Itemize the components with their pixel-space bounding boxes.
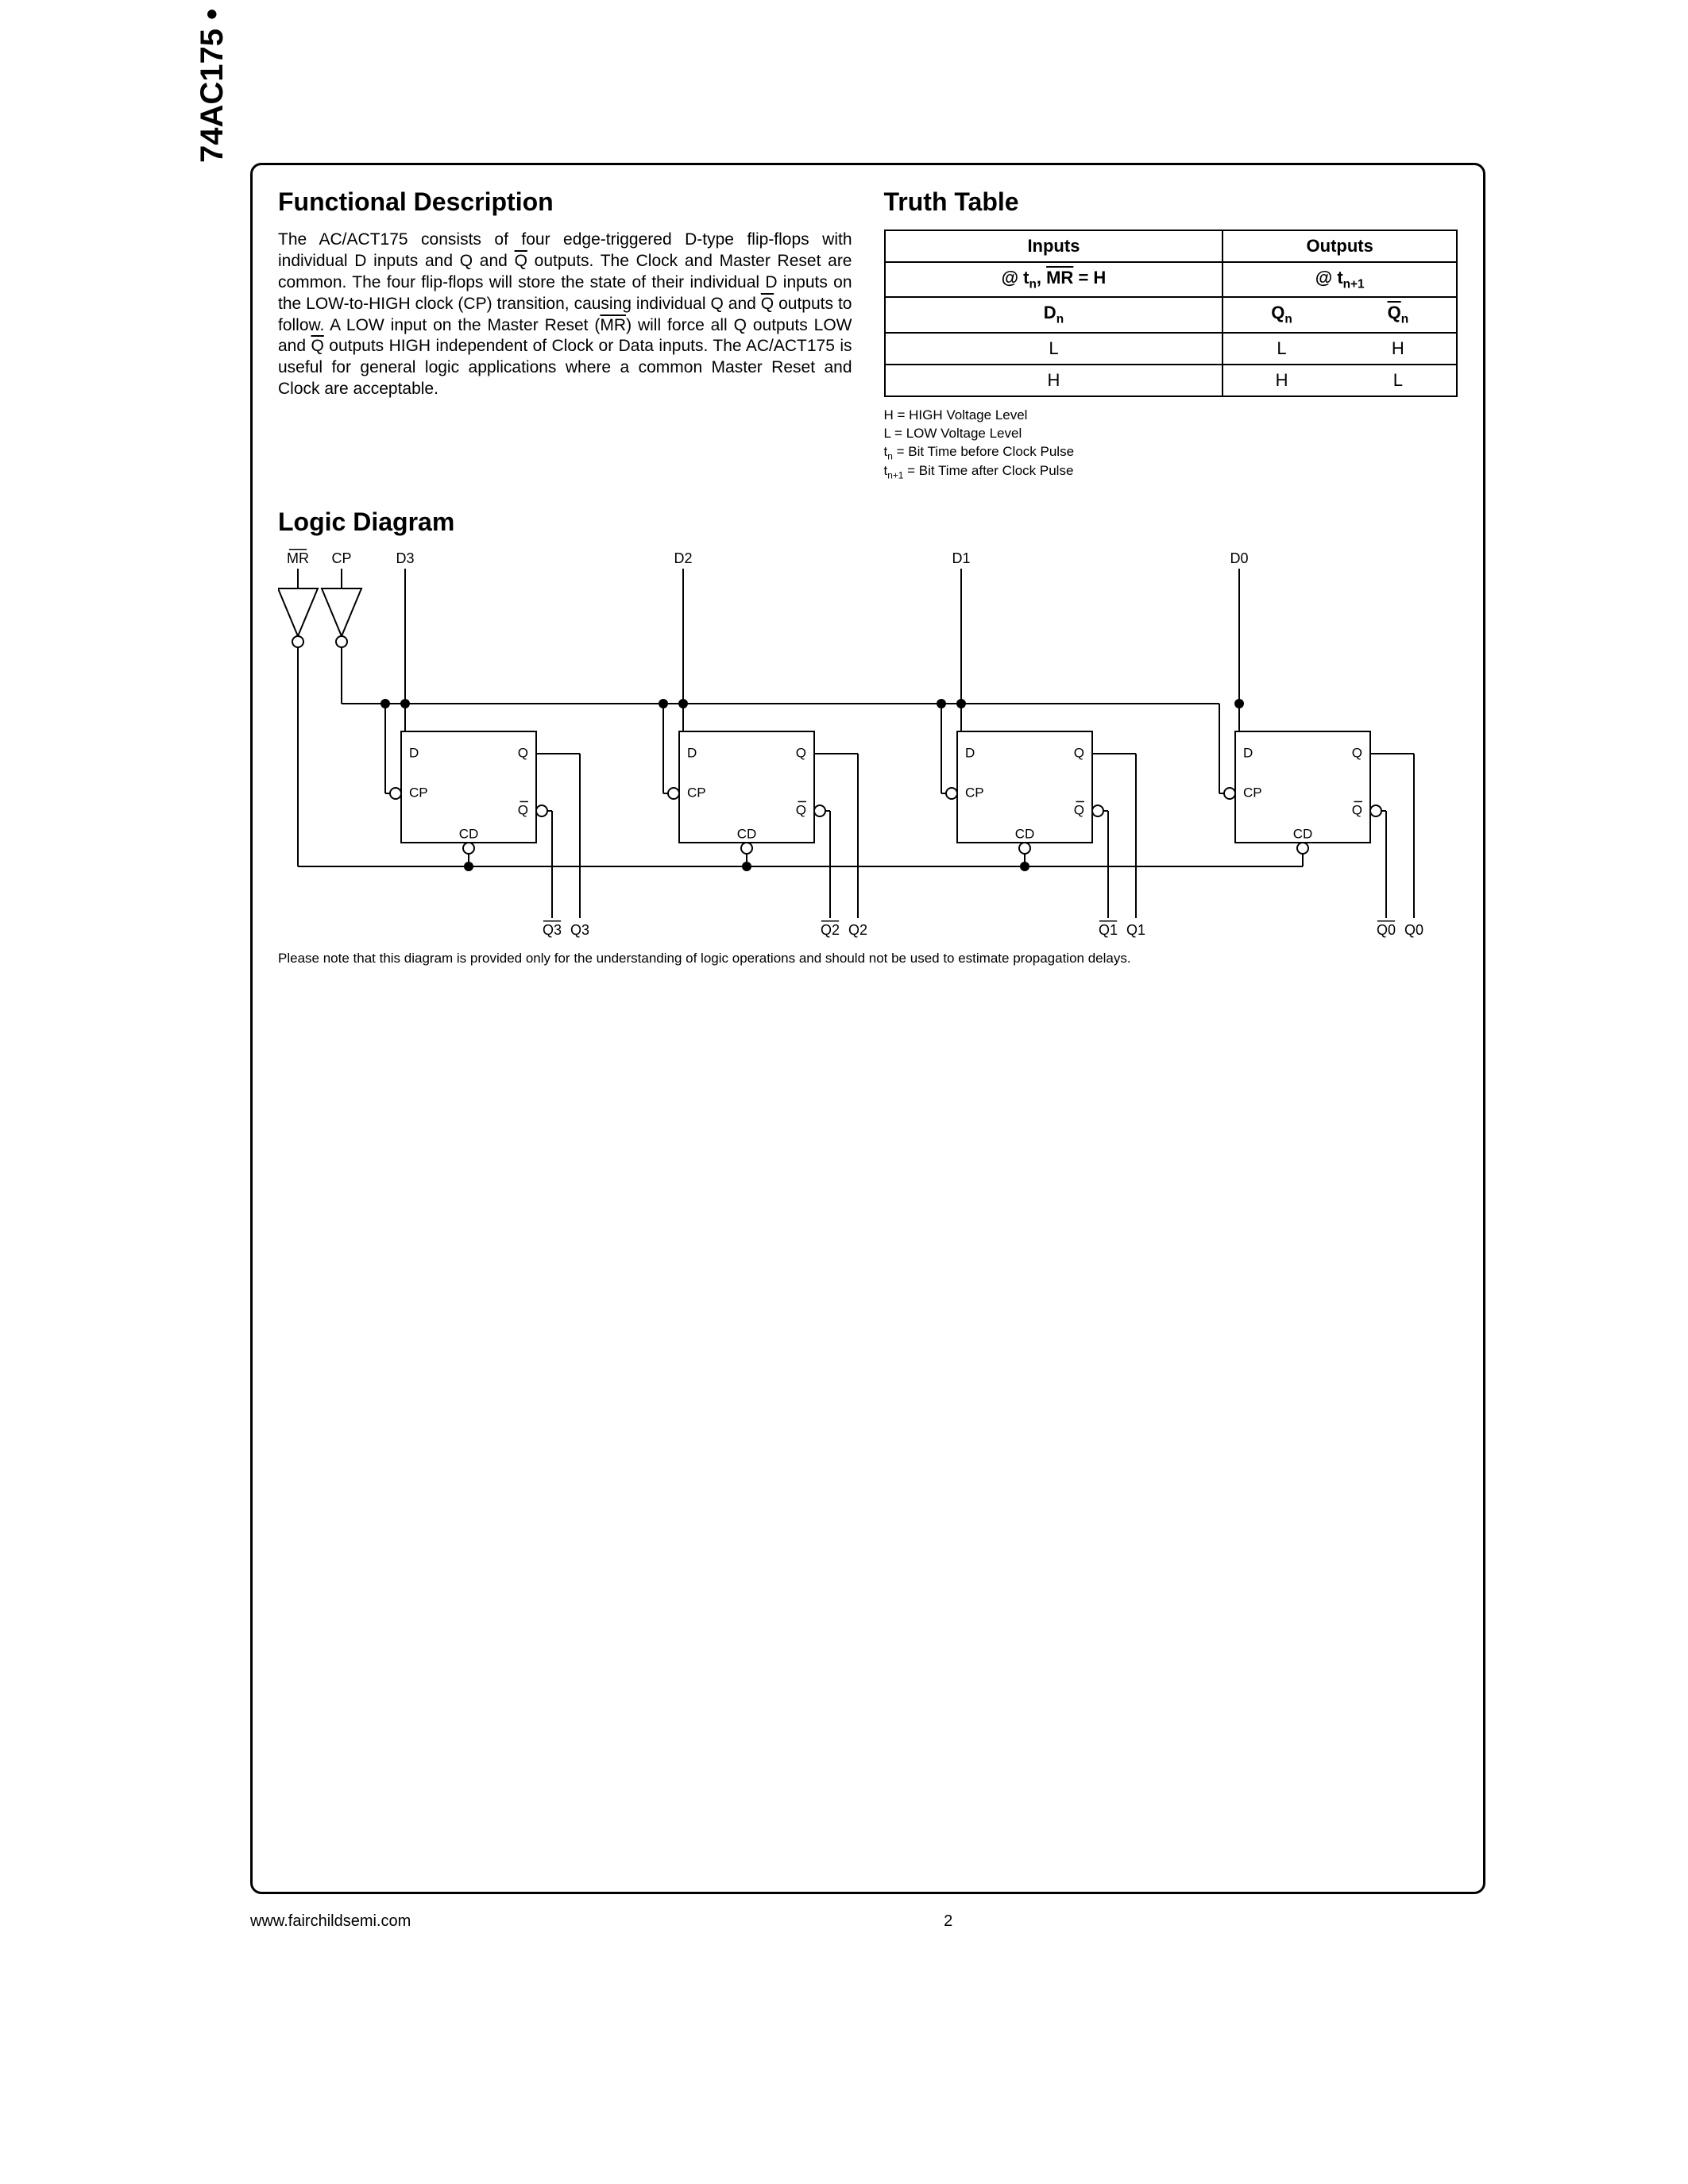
svg-text:D: D — [1243, 745, 1253, 760]
table-row: L L H — [885, 333, 1458, 365]
svg-text:Q: Q — [1074, 745, 1084, 760]
truth-table-section: Truth Table Inputs Outputs @ tn, MR = H … — [884, 187, 1458, 482]
svg-text:CP: CP — [687, 785, 706, 800]
svg-text:D0: D0 — [1230, 550, 1248, 565]
functional-description-section: Functional Description The AC/ACT175 con… — [278, 187, 852, 482]
truth-col-dn: Dn — [885, 297, 1223, 332]
truth-table-heading: Truth Table — [884, 187, 1458, 217]
side-part-label: 74AC175 • 74ACT175 — [195, 0, 230, 163]
svg-text:Q1: Q1 — [1126, 921, 1145, 937]
truth-super-outputs: Outputs — [1223, 230, 1457, 262]
logic-diagram-note: Please note that this diagram is provide… — [278, 951, 1458, 967]
footer-url: www.fairchildsemi.com — [250, 1912, 411, 1931]
svg-text:CP: CP — [965, 785, 984, 800]
svg-text:D3: D3 — [396, 550, 414, 565]
truth-col-qn: Qn — [1223, 297, 1339, 332]
svg-text:D: D — [409, 745, 419, 760]
svg-text:CD: CD — [1015, 826, 1035, 841]
truth-table-legend: H = HIGH Voltage LevelL = LOW Voltage Le… — [884, 407, 1458, 482]
truth-sub-outputs: @ tn+1 — [1223, 262, 1457, 297]
svg-text:D: D — [965, 745, 975, 760]
svg-text:D2: D2 — [674, 550, 692, 565]
svg-text:Q0: Q0 — [1377, 921, 1396, 937]
table-row: H H L — [885, 365, 1458, 396]
logic-diagram-heading: Logic Diagram — [278, 507, 1458, 537]
page-content: Functional Description The AC/ACT175 con… — [250, 163, 1489, 1894]
truth-col-qbarn: Qn — [1340, 297, 1457, 332]
svg-text:Q: Q — [796, 802, 806, 817]
svg-text:CP: CP — [1243, 785, 1262, 800]
truth-super-inputs: Inputs — [885, 230, 1223, 262]
truth-sub-inputs: @ tn, MR = H — [885, 262, 1223, 297]
svg-text:CP: CP — [331, 550, 351, 565]
logic-diagram-svg: MR CP D3 D CP Q Q CD Q3 Q3 D2 D CP Q Q CD Q2 Q2 D1 D CP Q Q CD Q… — [278, 545, 1462, 942]
svg-text:Q1: Q1 — [1099, 921, 1118, 937]
svg-text:Q3: Q3 — [543, 921, 562, 937]
functional-description-heading: Functional Description — [278, 187, 852, 217]
svg-text:D: D — [687, 745, 697, 760]
svg-text:Q: Q — [1352, 802, 1362, 817]
svg-text:MR: MR — [287, 550, 309, 565]
content-frame: Functional Description The AC/ACT175 con… — [250, 163, 1485, 1894]
truth-table: Inputs Outputs @ tn, MR = H @ tn+1 Dn Qn… — [884, 230, 1458, 397]
svg-text:CP: CP — [409, 785, 428, 800]
svg-text:CD: CD — [459, 826, 479, 841]
svg-text:Q: Q — [518, 745, 528, 760]
svg-text:D1: D1 — [952, 550, 970, 565]
svg-text:CD: CD — [737, 826, 757, 841]
svg-text:Q: Q — [796, 745, 806, 760]
svg-text:Q: Q — [1352, 745, 1362, 760]
svg-text:Q2: Q2 — [848, 921, 867, 937]
page-footer: www.fairchildsemi.com 2 — [250, 1912, 1485, 1931]
svg-text:Q: Q — [1074, 802, 1084, 817]
svg-text:Q0: Q0 — [1404, 921, 1423, 937]
footer-page-number: 2 — [250, 1912, 1485, 1931]
functional-description-body: The AC/ACT175 consists of four edge-trig… — [278, 230, 852, 400]
svg-text:Q2: Q2 — [821, 921, 840, 937]
svg-text:Q3: Q3 — [570, 921, 589, 937]
svg-text:Q: Q — [518, 802, 528, 817]
svg-text:CD: CD — [1293, 826, 1313, 841]
